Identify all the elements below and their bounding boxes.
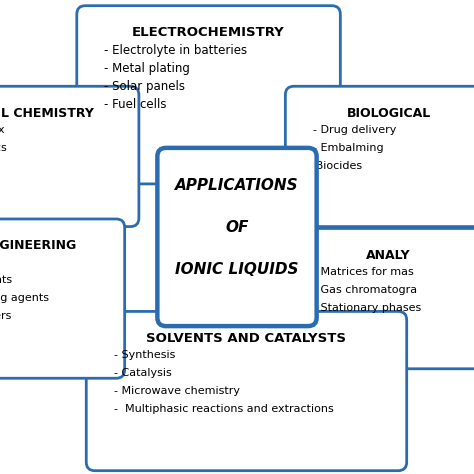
Text: - Gas chromatogra: - Gas chromatogra xyxy=(313,285,417,295)
Text: asticisers: asticisers xyxy=(0,311,12,321)
Text: SOLVENTS AND CATALYSTS: SOLVENTS AND CATALYSTS xyxy=(146,332,346,345)
FancyBboxPatch shape xyxy=(86,311,407,471)
Text: -  Multiphasic reactions and extractions: - Multiphasic reactions and extractions xyxy=(114,404,334,414)
Text: - Microwave chemistry: - Microwave chemistry xyxy=(114,386,240,396)
Text: - Fuel cells: - Fuel cells xyxy=(104,98,167,111)
FancyBboxPatch shape xyxy=(0,219,125,378)
Text: index: index xyxy=(0,125,5,135)
FancyBboxPatch shape xyxy=(285,228,474,369)
Text: BIOLOGICAL: BIOLOGICAL xyxy=(346,107,431,119)
Text: - Drug delivery: - Drug delivery xyxy=(313,125,396,135)
FancyBboxPatch shape xyxy=(77,6,340,184)
Text: ubricants: ubricants xyxy=(0,275,12,285)
Text: - Matrices for mas: - Matrices for mas xyxy=(313,267,414,277)
Text: - Stationary phases: - Stationary phases xyxy=(313,303,421,313)
FancyBboxPatch shape xyxy=(285,86,474,227)
Text: - Metal plating: - Metal plating xyxy=(104,62,190,75)
FancyBboxPatch shape xyxy=(157,148,317,326)
Text: - Solar panels: - Solar panels xyxy=(104,80,185,93)
Text: spersing agents: spersing agents xyxy=(0,293,49,303)
Text: L CHEMISTRY: L CHEMISTRY xyxy=(1,107,94,119)
Text: APPLICATIONS

OF

IONIC LIQUIDS: APPLICATIONS OF IONIC LIQUIDS xyxy=(175,178,299,277)
FancyBboxPatch shape xyxy=(0,86,139,227)
Text: ELECTROCHEMISTRY: ELECTROCHEMISTRY xyxy=(132,26,285,39)
Text: - Electrolyte in batteries: - Electrolyte in batteries xyxy=(104,44,247,57)
Text: amics: amics xyxy=(0,143,7,153)
Text: - Catalysis: - Catalysis xyxy=(114,368,172,378)
Text: NGINEERING: NGINEERING xyxy=(0,239,77,252)
Text: - Synthesis: - Synthesis xyxy=(114,350,175,360)
Text: -Biocides: -Biocides xyxy=(313,161,363,171)
Text: ANALY: ANALY xyxy=(366,249,411,262)
Text: - Embalming: - Embalming xyxy=(313,143,383,153)
